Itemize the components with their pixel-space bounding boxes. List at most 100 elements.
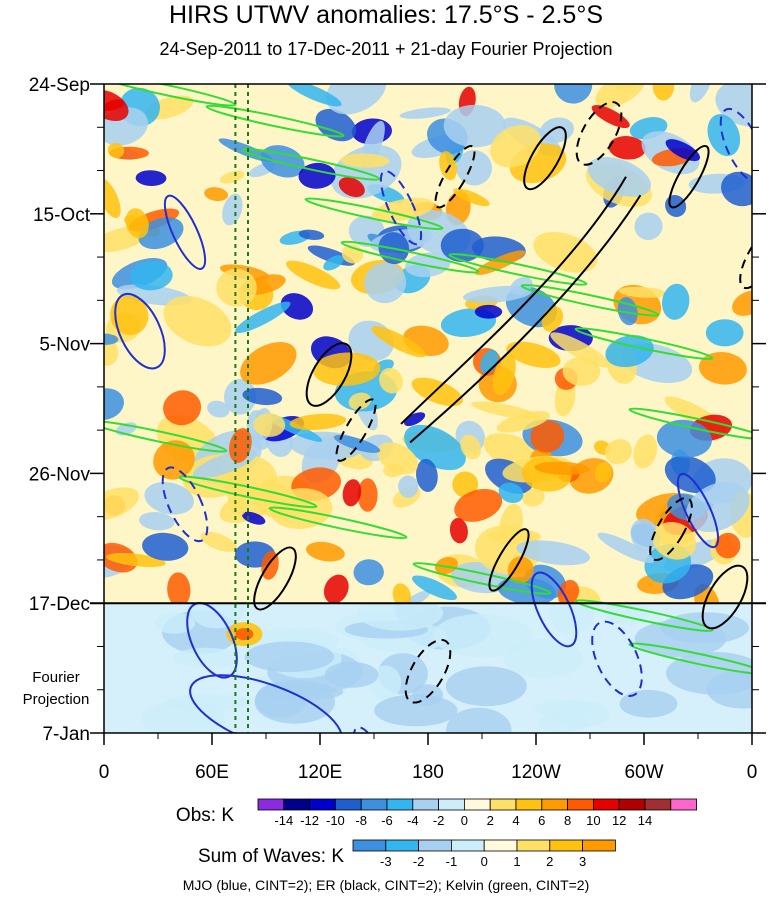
anomaly-cell bbox=[533, 231, 598, 273]
anomaly-cell bbox=[240, 341, 297, 385]
colorbar-swatch bbox=[489, 798, 517, 811]
colorbar-swatch bbox=[618, 798, 646, 811]
anomaly-cell bbox=[490, 125, 542, 168]
anomaly-cell bbox=[732, 290, 752, 316]
anomaly-cell bbox=[338, 177, 365, 198]
x-tick-label: 0 bbox=[99, 762, 110, 783]
wave-contours bbox=[104, 84, 752, 733]
anomaly-cell bbox=[411, 377, 463, 407]
contour bbox=[591, 620, 643, 698]
anomaly-cell bbox=[608, 136, 646, 160]
projection-label-line1: Fourier bbox=[32, 669, 80, 686]
anomaly-cell bbox=[474, 304, 503, 319]
colorbar-swatch bbox=[334, 798, 362, 811]
projection-label: Fourier Projection bbox=[6, 667, 106, 711]
contour bbox=[104, 84, 237, 107]
colorbar-tick: 4 bbox=[512, 813, 519, 828]
contour bbox=[739, 225, 752, 290]
x-tick-label: 120E bbox=[298, 762, 342, 783]
anomaly-cell bbox=[715, 532, 741, 559]
y-axis: 24-Sep 15-Oct 5-Nov 26-Nov 17-Dec 7-Jan bbox=[29, 75, 766, 745]
anomaly-cell bbox=[357, 478, 378, 512]
contour bbox=[189, 674, 343, 733]
colorbar-tick: -14 bbox=[274, 813, 293, 828]
chart-subtitle: 24-Sep-2011 to 17-Dec-2011 + 21-day Four… bbox=[159, 39, 613, 59]
projection-cell bbox=[244, 641, 335, 673]
colorbar-swatch bbox=[463, 798, 491, 811]
colorbar-tick: 2 bbox=[487, 813, 494, 828]
y-tick-label: 17-Dec bbox=[29, 594, 90, 615]
anomaly-cell bbox=[557, 579, 580, 603]
projection-field bbox=[141, 603, 752, 733]
anomaly-cell bbox=[326, 84, 387, 115]
contour bbox=[241, 148, 381, 181]
anomaly-cell bbox=[594, 462, 612, 483]
projection-cell bbox=[706, 670, 752, 709]
colorbar-tick: 0 bbox=[481, 854, 488, 869]
anomaly-cell bbox=[698, 351, 747, 385]
colorbar-swatch bbox=[412, 798, 439, 811]
anomaly-cell bbox=[130, 261, 173, 291]
contour bbox=[676, 472, 720, 549]
anomaly-cell bbox=[499, 503, 523, 546]
anomaly-cell bbox=[348, 392, 372, 410]
anomaly-cell bbox=[364, 262, 407, 304]
anomaly-cell bbox=[242, 387, 283, 406]
x-axis: 0 60E 120E 180 120W 60W 0 bbox=[99, 733, 757, 783]
y-tick-label: 26-Nov bbox=[29, 464, 91, 485]
colorbar-swatch bbox=[352, 839, 387, 852]
colorbar-tick: -4 bbox=[407, 813, 419, 828]
anomaly-cell bbox=[207, 400, 230, 418]
colorbar-swatch bbox=[670, 798, 697, 811]
anomaly-cell bbox=[107, 142, 125, 158]
anomaly-cell bbox=[522, 488, 545, 507]
anomaly-cell bbox=[634, 212, 663, 241]
colorbar-tick: -2 bbox=[433, 813, 445, 828]
projection-cell bbox=[432, 613, 532, 658]
anomaly-cell bbox=[506, 341, 561, 369]
colorbar-tick: 10 bbox=[586, 813, 600, 828]
contour bbox=[268, 506, 408, 540]
contour bbox=[163, 194, 207, 270]
colorbar-swatch bbox=[541, 798, 568, 811]
colorbar-tick: 6 bbox=[538, 813, 545, 828]
anomaly-cell bbox=[530, 420, 565, 453]
anomaly-cell bbox=[496, 410, 550, 433]
anomaly-cell bbox=[371, 325, 426, 358]
colorbar-swatch bbox=[644, 798, 672, 811]
contour bbox=[668, 144, 710, 209]
colorbar-tick: -12 bbox=[300, 813, 319, 828]
anomaly-cell bbox=[617, 297, 638, 326]
colorbar-swatch bbox=[257, 798, 285, 811]
anomaly-cell bbox=[289, 413, 347, 431]
anomaly-cell bbox=[142, 532, 189, 561]
colorbar-tick: 14 bbox=[638, 813, 652, 828]
colorbar-tick: 12 bbox=[612, 813, 626, 828]
anomaly-cell bbox=[439, 151, 458, 181]
anomaly-cell bbox=[715, 84, 752, 128]
anomaly-cell bbox=[685, 481, 750, 532]
colorbar-swatch bbox=[483, 839, 518, 852]
contour bbox=[448, 253, 588, 286]
colorbar-tick: 1 bbox=[513, 854, 520, 869]
anomaly-cell bbox=[516, 540, 591, 566]
colorbar-swatch bbox=[450, 839, 485, 852]
anomaly-cell bbox=[392, 583, 412, 603]
anomaly-cell bbox=[534, 461, 590, 475]
contour bbox=[161, 466, 209, 543]
anomaly-cell bbox=[412, 575, 457, 601]
anomaly-cell bbox=[312, 352, 381, 386]
projection-cell bbox=[445, 666, 527, 707]
anomaly-cell bbox=[633, 434, 658, 469]
anomaly-cell bbox=[379, 367, 403, 394]
contour bbox=[575, 101, 623, 166]
y-tick-label: 5-Nov bbox=[39, 335, 90, 356]
anomaly-cell bbox=[721, 171, 752, 207]
projection-cell bbox=[356, 603, 444, 631]
anomaly-cell bbox=[323, 574, 349, 603]
anomaly-cell bbox=[286, 84, 342, 107]
colorbar-tick: -6 bbox=[381, 813, 393, 828]
contour bbox=[701, 564, 749, 630]
colorbar-tick: -3 bbox=[380, 854, 392, 869]
